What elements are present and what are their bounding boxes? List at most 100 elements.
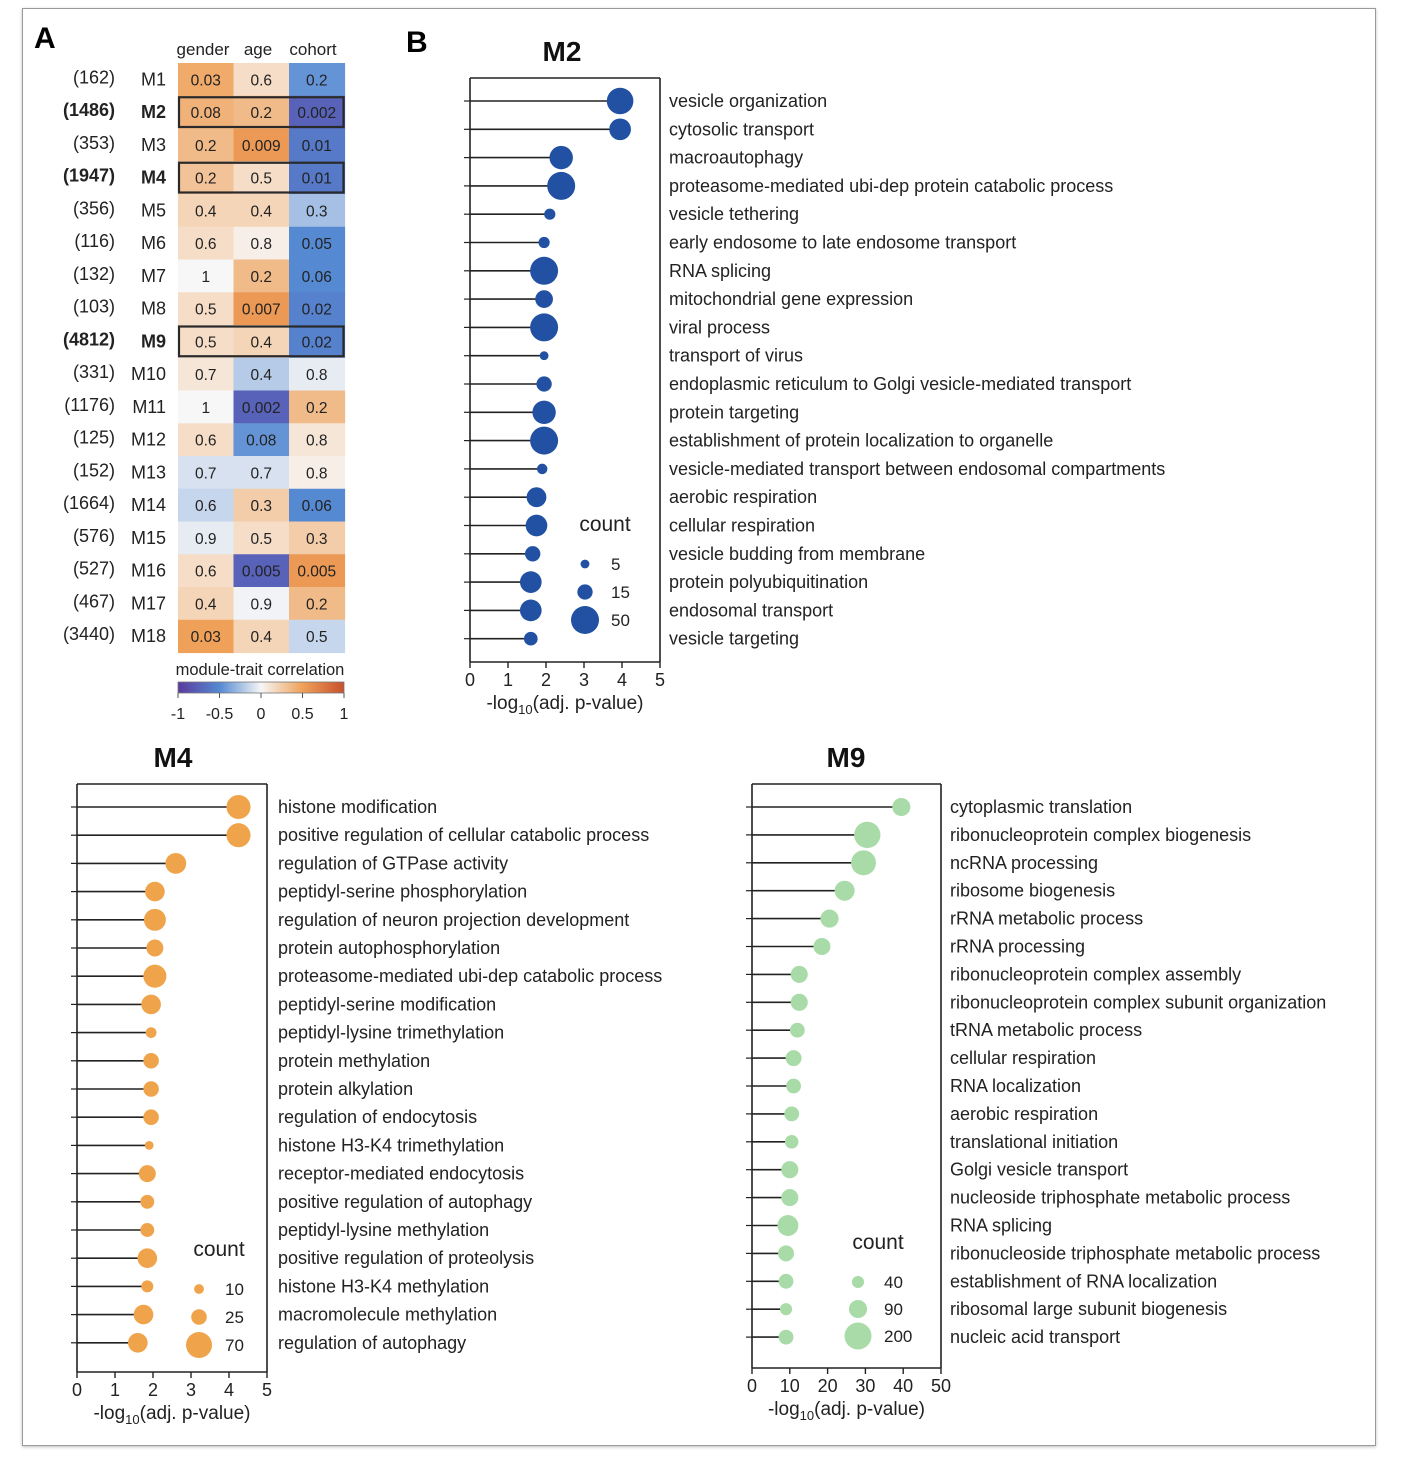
heatmap-cell-value: 0.8 bbox=[306, 465, 328, 482]
heatmap-cell bbox=[178, 357, 235, 392]
module-size-label: (132) bbox=[73, 264, 115, 284]
legend-bubble bbox=[191, 1309, 207, 1325]
legend-title: count bbox=[193, 1238, 245, 1261]
module-size-label: (152) bbox=[73, 460, 115, 480]
module-name-label: M14 bbox=[131, 495, 166, 515]
term-label: vesicle tethering bbox=[669, 204, 799, 224]
heatmap-cell bbox=[289, 554, 346, 588]
heatmap-cell-value: 0.7 bbox=[250, 465, 272, 482]
heatmap-cell bbox=[289, 194, 346, 228]
heatmap-cell bbox=[178, 292, 235, 326]
heatmap-cell bbox=[233, 128, 290, 162]
module-name-label: M9 bbox=[141, 331, 166, 351]
term-label: proteasome-mediated ubi-dep catabolic pr… bbox=[278, 966, 662, 986]
module-size-label: (162) bbox=[73, 67, 115, 87]
bubble bbox=[226, 823, 251, 848]
heatmap-cell-value: 0.4 bbox=[195, 203, 217, 220]
term-label: regulation of neuron projection developm… bbox=[278, 910, 629, 930]
heatmap-cell bbox=[289, 128, 346, 162]
term-label: ribosomal large subunit biogenesis bbox=[950, 1299, 1227, 1319]
m2-enrichment-chart: M2 0 1 2 3 4 5 -log10(adj. p-value) vesicle orga… bbox=[464, 36, 1165, 717]
module-name-label: M15 bbox=[131, 528, 166, 548]
bubble bbox=[535, 290, 553, 308]
legend-bubble bbox=[577, 584, 593, 600]
heatmap-column-label: cohort bbox=[289, 40, 337, 59]
term-label: ribosome biogenesis bbox=[950, 881, 1115, 901]
heatmap-cell-value: 0.007 bbox=[242, 302, 281, 319]
heatmap-cell-value: 0.06 bbox=[302, 269, 332, 286]
heatmap-cell bbox=[233, 226, 290, 261]
bubble bbox=[144, 1141, 154, 1150]
x-tick-label: 1 bbox=[503, 670, 513, 690]
heatmap-cell bbox=[178, 456, 235, 490]
legend-label: 200 bbox=[884, 1327, 912, 1346]
heatmap-cell bbox=[289, 521, 346, 555]
heatmap-cell-value: 0.5 bbox=[195, 302, 217, 319]
term-label: vesicle-mediated transport between endos… bbox=[669, 459, 1165, 479]
term-label: viral process bbox=[669, 317, 770, 337]
heatmap-cell bbox=[289, 619, 346, 654]
heatmap-cell-value: 0.9 bbox=[250, 596, 272, 613]
bubble bbox=[854, 821, 881, 849]
x-tick-label: 5 bbox=[262, 1380, 272, 1400]
x-axis-label: -log10(adj. p-value) bbox=[93, 1403, 250, 1427]
heatmap-cell-value: 0.9 bbox=[195, 531, 217, 548]
term-label: Golgi vesicle transport bbox=[950, 1160, 1128, 1180]
bubble bbox=[786, 1078, 801, 1094]
bubble bbox=[536, 463, 548, 475]
module-name-label: M2 bbox=[141, 102, 166, 122]
term-label: regulation of GTPase activity bbox=[278, 853, 508, 873]
bubble bbox=[790, 993, 808, 1011]
module-name-label: M7 bbox=[141, 266, 166, 286]
heatmap-cell-value: 0.03 bbox=[191, 629, 221, 646]
bubble bbox=[532, 400, 556, 425]
heatmap-cell-value: 1 bbox=[201, 269, 210, 286]
chart-title: M9 bbox=[827, 742, 866, 773]
heatmap-cell-value: 0.05 bbox=[302, 236, 332, 253]
module-name-label: M18 bbox=[131, 626, 166, 646]
heatmap-cell-value: 0.6 bbox=[195, 433, 217, 450]
term-label: ncRNA processing bbox=[950, 853, 1098, 873]
bubble bbox=[143, 908, 166, 931]
term-label: peptidyl-lysine trimethylation bbox=[278, 1023, 504, 1043]
heatmap-cell bbox=[289, 423, 346, 457]
module-highlight-box bbox=[177, 96, 345, 129]
term-label: regulation of autophagy bbox=[278, 1333, 466, 1353]
term-label: mitochondrial gene expression bbox=[669, 289, 913, 309]
heatmap-cell bbox=[289, 325, 346, 359]
term-label: early endosome to late endosome transpor… bbox=[669, 233, 1016, 253]
heatmap-cell bbox=[233, 63, 290, 97]
term-label: RNA localization bbox=[950, 1076, 1081, 1096]
x-tick-label: 40 bbox=[893, 1376, 913, 1396]
term-label: tRNA metabolic process bbox=[950, 1020, 1142, 1040]
heatmap-cell bbox=[178, 259, 235, 293]
term-label: ribonucleoprotein complex subunit organi… bbox=[950, 992, 1326, 1012]
heatmap-cell-value: 0.01 bbox=[302, 138, 332, 155]
colorbar-label: module-trait correlation bbox=[176, 661, 345, 679]
bubble bbox=[140, 1194, 155, 1209]
term-label: endosomal transport bbox=[669, 600, 833, 620]
module-name-label: M4 bbox=[141, 168, 166, 188]
heatmap-cell bbox=[178, 194, 235, 228]
legend-bubble bbox=[580, 559, 590, 569]
heatmap-cell-value: 0.4 bbox=[250, 367, 272, 384]
bubble bbox=[536, 376, 552, 392]
module-size-label: (125) bbox=[73, 428, 115, 448]
legend-label: 70 bbox=[225, 1336, 244, 1355]
bubble bbox=[226, 794, 251, 820]
module-name-label: M12 bbox=[131, 430, 166, 450]
bubble bbox=[538, 236, 550, 249]
term-label: aerobic respiration bbox=[950, 1104, 1098, 1124]
heatmap-cell-value: 0.2 bbox=[306, 72, 328, 89]
bubble bbox=[778, 1273, 794, 1289]
bubble bbox=[834, 880, 855, 901]
heatmap-cell bbox=[289, 292, 346, 326]
m4-enrichment-chart: M4 0 1 2 3 4 5 -log10(adj. p-value) histone modi… bbox=[71, 742, 662, 1427]
module-name-label: M13 bbox=[131, 462, 166, 482]
term-label: establishment of RNA localization bbox=[950, 1271, 1217, 1291]
module-size-label: (116) bbox=[74, 231, 115, 251]
module-size-label: (1176) bbox=[64, 395, 115, 415]
term-label: vesicle organization bbox=[669, 91, 827, 111]
legend-title: count bbox=[852, 1231, 904, 1254]
